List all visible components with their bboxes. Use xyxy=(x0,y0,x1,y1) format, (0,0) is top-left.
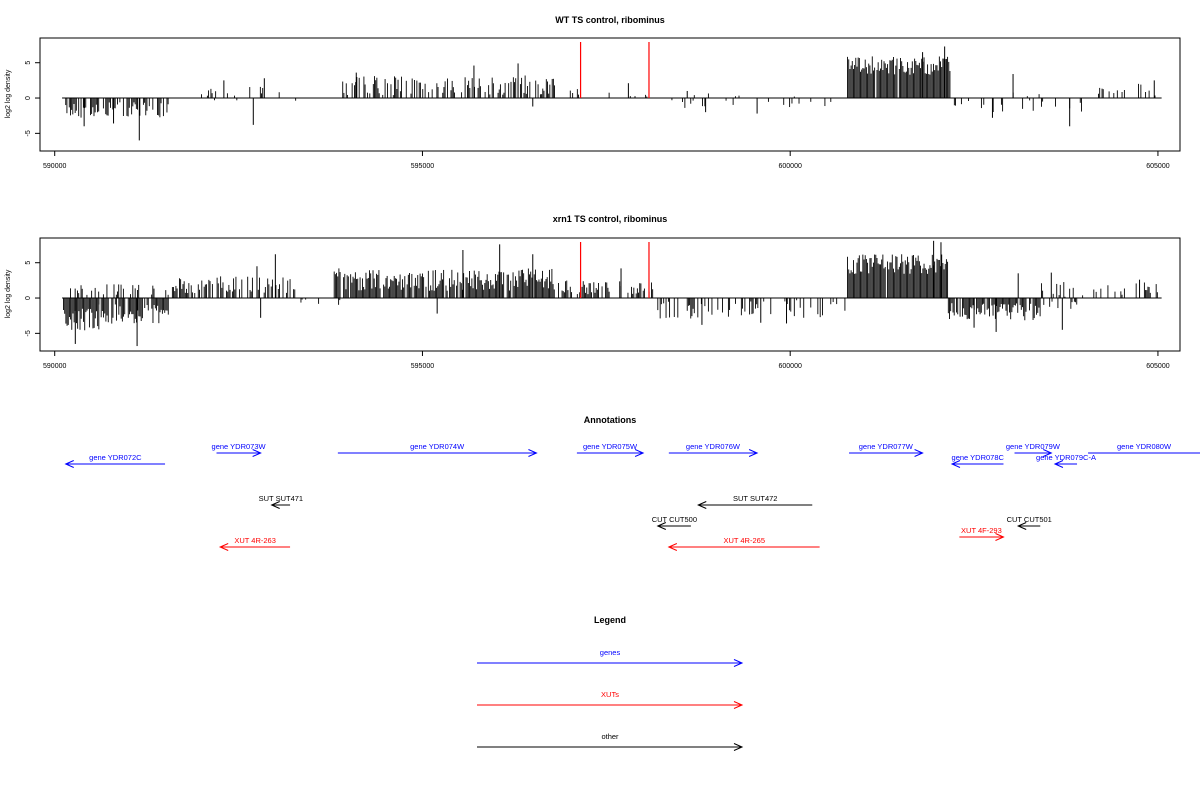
annotation-label: XUT 4F-293 xyxy=(961,526,1002,535)
annotation-gene-ydr076w: gene YDR076W xyxy=(668,442,759,457)
annotation-label: gene YDR076W xyxy=(686,442,741,451)
annotation-gene-ydr073w: gene YDR073W xyxy=(212,442,267,457)
legend-item-genes: genes xyxy=(477,648,744,667)
annotation-arrow-head xyxy=(64,460,74,468)
annotation-arrow-head xyxy=(528,449,538,457)
annotation-label: gene YDR074W xyxy=(410,442,465,451)
annotation-label: XUT 4R-263 xyxy=(234,536,276,545)
annotation-cut-cut501: CUT CUT501 xyxy=(1007,515,1052,530)
annotation-arrow-head xyxy=(270,501,280,509)
annotation-gene-ydr074w: gene YDR074W xyxy=(337,442,538,457)
legend-item-xuts: XUTs xyxy=(477,690,744,709)
legend-arrow-head xyxy=(733,701,744,709)
annotation-label: SUT SUT472 xyxy=(733,494,777,503)
annotation-label: gene YDR072C xyxy=(89,453,142,462)
annotation-label: CUT CUT500 xyxy=(652,515,697,524)
annotation-sut-sut471: SUT SUT471 xyxy=(259,494,303,509)
wt-density-bars xyxy=(62,42,1162,141)
legend-item-other: other xyxy=(477,732,744,751)
annotation-gene-ydr079w: gene YDR079W xyxy=(1006,442,1061,457)
annotation-label: gene YDR073W xyxy=(212,442,267,451)
annotation-gene-ydr075w: gene YDR075W xyxy=(576,442,645,457)
wt-y-tick-label: 5 xyxy=(25,61,32,65)
annotation-arrow-head xyxy=(697,501,707,509)
annotation-gene-ydr079c-a: gene YDR079C-A xyxy=(1036,453,1096,468)
annotation-gene-ydr078c: gene YDR078C xyxy=(950,453,1005,468)
annotation-label: XUT 4R-265 xyxy=(723,536,765,545)
wt-panel-title: WT TS control, ribominus xyxy=(555,15,665,25)
annotation-label: gene YDR077W xyxy=(859,442,914,451)
annotation-arrow-head xyxy=(914,449,924,457)
legend-label: XUTs xyxy=(601,690,619,699)
annotation-label: SUT SUT471 xyxy=(259,494,303,503)
annotation-gene-ydr080w: gene YDR080W xyxy=(1088,442,1200,454)
xrn1-y-tick-label: -5 xyxy=(25,330,32,336)
legend-arrow-head xyxy=(733,659,744,667)
xrn1-plot-frame xyxy=(39,237,1181,352)
annotation-arrow-head xyxy=(656,522,667,530)
wt-x-tick-label: 600000 xyxy=(779,163,802,170)
annotation-xut-4f-293: XUT 4F-293 xyxy=(959,526,1005,541)
annotation-cut-cut500: CUT CUT500 xyxy=(652,515,697,530)
wt-y-tick-label: 0 xyxy=(25,96,32,100)
wt-x-tick-label: 595000 xyxy=(411,163,434,170)
xrn1-panel-title: xrn1 TS control, ribominus xyxy=(553,214,668,224)
legend-label: genes xyxy=(600,648,621,657)
xrn1-x-tick-label: 605000 xyxy=(1146,363,1169,370)
annotation-arrow-head xyxy=(667,543,678,551)
xrn1-density-bars xyxy=(62,240,1162,347)
annotations-title: Annotations xyxy=(584,415,637,425)
xrn1-density-panel: xrn1 TS control, ribominus 590000 595000 6… xyxy=(5,214,1181,370)
annotation-arrow-head xyxy=(748,449,759,457)
xrn1-y-axis-label: log2 log density xyxy=(5,269,12,318)
annotation-gene-ydr072c: gene YDR072C xyxy=(64,453,166,468)
xrn1-y-tick-label: 5 xyxy=(25,261,32,265)
annotation-xut-4r-263: XUT 4R-263 xyxy=(218,536,291,551)
xrn1-axes: 590000 595000 600000 605000 -5 0 5 xyxy=(25,261,1170,370)
annotation-gene-ydr077w: gene YDR077W xyxy=(849,442,924,457)
annotation-label: gene YDR080W xyxy=(1117,442,1172,451)
annotation-arrow-head xyxy=(1053,460,1064,468)
annotation-sut-sut472: SUT SUT472 xyxy=(697,494,813,509)
wt-density-panel: WT TS control, ribominus 590000 595000 600… xyxy=(5,15,1181,170)
annotation-xut-4r-265: XUT 4R-265 xyxy=(667,536,820,551)
annotation-arrow-head xyxy=(1016,522,1027,530)
xrn1-x-tick-label: 595000 xyxy=(411,363,434,370)
wt-axes: 590000 595000 600000 605000 -5 0 5 xyxy=(25,61,1170,170)
legend-title: Legend xyxy=(594,615,626,625)
legend-panel: Legend genes XUTs other xyxy=(477,615,744,751)
wt-x-tick-label: 590000 xyxy=(43,163,66,170)
annotation-label: gene YDR078C xyxy=(952,453,1005,462)
annotation-arrow-head xyxy=(1043,449,1053,457)
wt-y-tick-label: -5 xyxy=(25,130,32,136)
legend-label: other xyxy=(601,732,619,741)
annotation-label: gene YDR079C-A xyxy=(1036,453,1096,462)
annotation-arrow-head xyxy=(252,449,262,457)
annotation-arrow-head xyxy=(995,533,1005,541)
xrn1-x-tick-label: 600000 xyxy=(779,363,802,370)
xrn1-x-tick-label: 590000 xyxy=(43,363,66,370)
wt-y-axis-label: log2 log density xyxy=(5,69,12,118)
annotation-label: gene YDR075W xyxy=(583,442,638,451)
wt-x-tick-label: 605000 xyxy=(1146,163,1169,170)
legend-arrow-head xyxy=(733,743,744,751)
annotation-tracks: gene YDR072C gene YDR073W gene YDR074W gene… xyxy=(64,442,1200,551)
wt-plot-frame xyxy=(39,37,1181,152)
annotation-label: gene YDR079W xyxy=(1006,442,1061,451)
xrn1-y-tick-label: 0 xyxy=(25,296,32,300)
annotation-arrow-head xyxy=(950,460,961,468)
annotation-arrow-head xyxy=(634,449,645,457)
annotation-label: CUT CUT501 xyxy=(1007,515,1052,524)
legend-items: genes XUTs other xyxy=(477,648,744,751)
annotation-arrow-head xyxy=(218,543,229,551)
